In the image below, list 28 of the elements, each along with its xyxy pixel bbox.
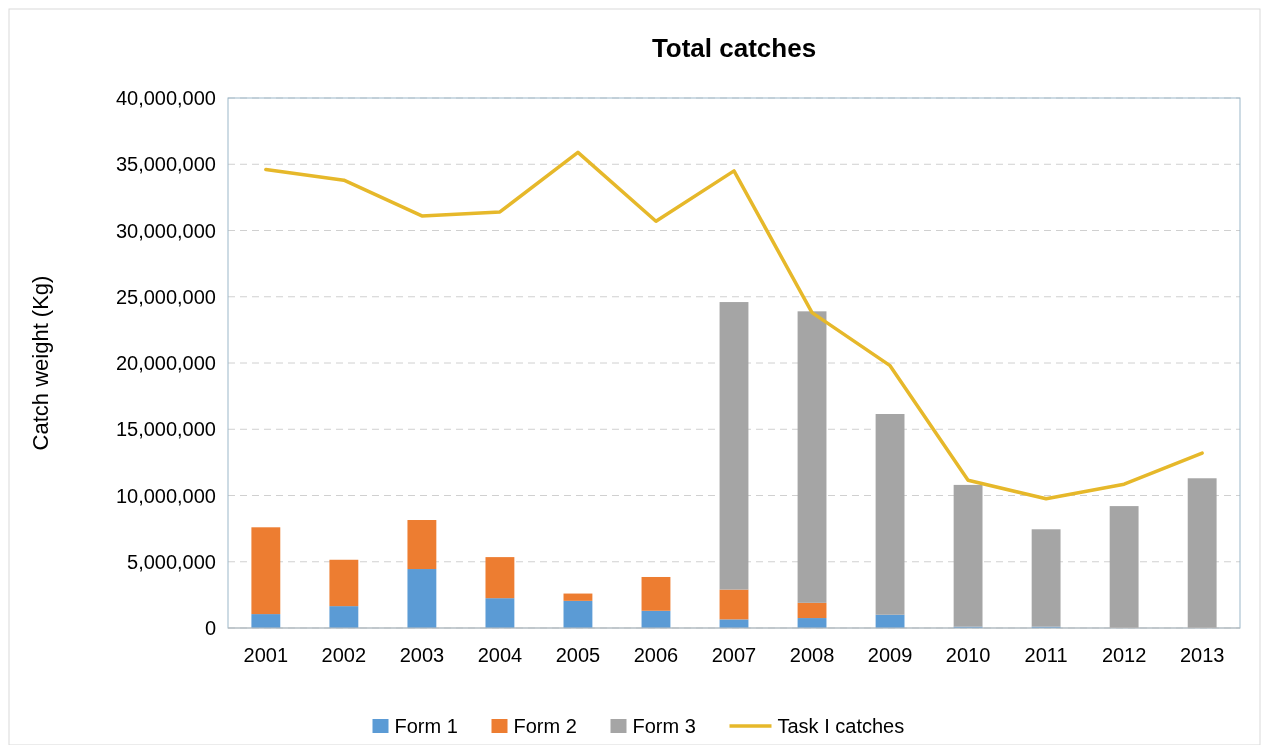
chart-title: Total catches — [651, 33, 817, 63]
y-tick-label: 30,000,000 — [115, 219, 216, 242]
x-tick-label: 2012 — [1101, 644, 1147, 666]
x-tick-label: 2009 — [867, 644, 913, 666]
y-axis-title: Catch weight (Kg) — [28, 275, 53, 451]
x-tick-label: 2002 — [321, 644, 367, 666]
x-tick-label: 2008 — [789, 644, 835, 666]
legend-label: Form 2 — [513, 715, 577, 737]
x-tick-label: 2013 — [1179, 644, 1225, 666]
legend-label: Task I catches — [777, 715, 905, 737]
y-tick-label: 0 — [204, 617, 216, 639]
legend-label: Form 1 — [394, 715, 458, 737]
x-tick-label: 2003 — [399, 644, 445, 666]
y-tick-label: 35,000,000 — [115, 153, 216, 176]
x-tick-label: 2001 — [243, 644, 289, 666]
y-tick-label: 15,000,000 — [115, 418, 216, 441]
y-tick-label: 40,000,000 — [115, 87, 216, 109]
y-tick-label: 20,000,000 — [115, 352, 216, 374]
y-tick-label: 25,000,000 — [115, 285, 216, 308]
y-tick-label: 10,000,000 — [115, 484, 216, 507]
y-tick-label: 5,000,000 — [127, 550, 216, 573]
x-tick-label: 2005 — [555, 644, 601, 666]
x-tick-label: 2004 — [477, 644, 523, 666]
legend-label: Form 3 — [632, 715, 696, 737]
x-tick-label: 2006 — [633, 644, 679, 666]
x-tick-label: 2010 — [945, 644, 991, 666]
x-tick-label: 2007 — [711, 644, 757, 666]
x-tick-label: 2011 — [1024, 644, 1068, 666]
